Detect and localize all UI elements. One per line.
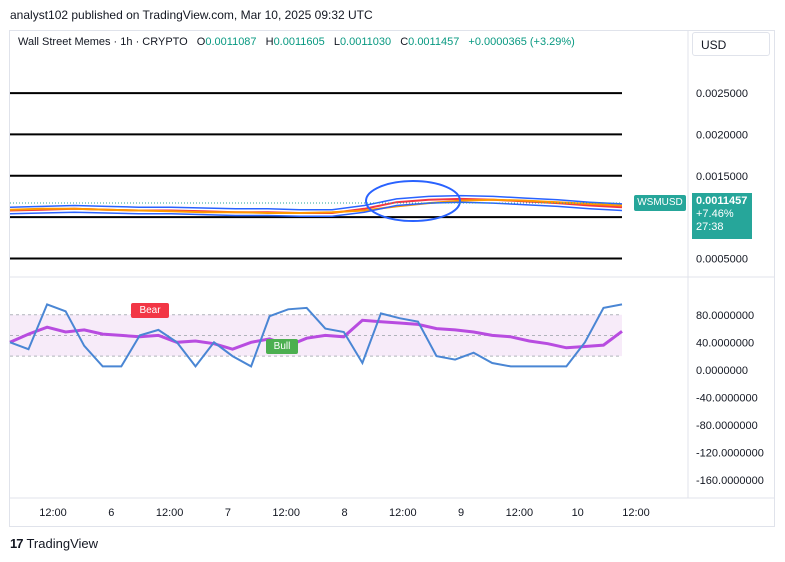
- close-value: 0.0011457: [408, 36, 460, 48]
- last-price-box: 0.0011457 +7.46% 27:38: [692, 193, 752, 239]
- price-tick-2: 0.0015000: [696, 171, 748, 183]
- osc-tick-0: 80.0000000: [696, 310, 754, 322]
- osc-tick-3: -40.0000000: [696, 392, 758, 404]
- price-change-pct: +7.46%: [696, 208, 734, 220]
- osc-tick-5: -120.0000000: [696, 448, 764, 460]
- band-lower: [9, 201, 623, 218]
- currency-selector[interactable]: USD: [692, 32, 770, 56]
- change-value: +0.0000365 (+3.29%): [468, 36, 575, 48]
- open-key: O: [196, 36, 206, 48]
- bear-label: Bear: [131, 303, 169, 318]
- close-key: C: [400, 36, 409, 48]
- osc-tick-4: -80.0000000: [696, 420, 758, 432]
- price-tick-1: 0.0020000: [696, 129, 748, 141]
- high-key: H: [265, 36, 274, 48]
- band-upper: [9, 194, 623, 211]
- time-tick-1: 6: [108, 507, 114, 519]
- time-tick-9: 10: [572, 507, 584, 519]
- time-tick-3: 7: [225, 507, 231, 519]
- oscillator-pane: [9, 303, 623, 369]
- symbol-title[interactable]: Wall Street Memes · 1h · CRYPTO: [18, 36, 188, 48]
- time-tick-0: 12:00: [39, 507, 67, 519]
- open-value: 0.0011087: [205, 36, 257, 48]
- axes: 0.00250000.00200000.00150000.000500080.0…: [10, 31, 775, 519]
- price-tick-0: 0.0025000: [696, 88, 748, 100]
- price-tick-3: 0.0005000: [696, 253, 748, 265]
- footer-brand[interactable]: 17 TradingView: [10, 536, 98, 551]
- low-value: 0.0011030: [339, 36, 392, 48]
- price-pane: [9, 92, 623, 260]
- ohlc-legend: Wall Street Memes · 1h · CRYPTO O0.00110…: [18, 36, 575, 48]
- price-series-1: [9, 198, 623, 214]
- time-tick-10: 12:00: [622, 507, 650, 519]
- osc-tick-2: 0.0000000: [696, 365, 748, 377]
- time-tick-2: 12:00: [156, 507, 184, 519]
- time-tick-6: 12:00: [389, 507, 417, 519]
- osc-tick-6: -160.0000000: [696, 475, 764, 487]
- chart-frame: [9, 30, 775, 527]
- time-tick-8: 12:00: [506, 507, 534, 519]
- time-tick-7: 9: [458, 507, 464, 519]
- time-tick-4: 12:00: [272, 507, 300, 519]
- oscillator-series-0: [9, 318, 623, 351]
- symbol-price-tag: WSMUSD: [634, 195, 686, 211]
- tradingview-logo-icon: 17: [10, 536, 24, 551]
- publisher-line: analyst102 published on TradingView.com,…: [10, 8, 373, 22]
- last-price: 0.0011457: [696, 195, 748, 207]
- oscillator-series-1: [9, 303, 623, 369]
- osc-tick-1: 40.0000000: [696, 337, 754, 349]
- time-tick-5: 8: [341, 507, 347, 519]
- bull-label: Bull: [266, 339, 298, 354]
- brand-name: TradingView: [26, 536, 99, 551]
- high-value: 0.0011605: [273, 36, 325, 48]
- candle-countdown: 27:38: [696, 221, 724, 233]
- highlight-ellipse: [365, 180, 461, 222]
- low-key: L: [333, 36, 340, 48]
